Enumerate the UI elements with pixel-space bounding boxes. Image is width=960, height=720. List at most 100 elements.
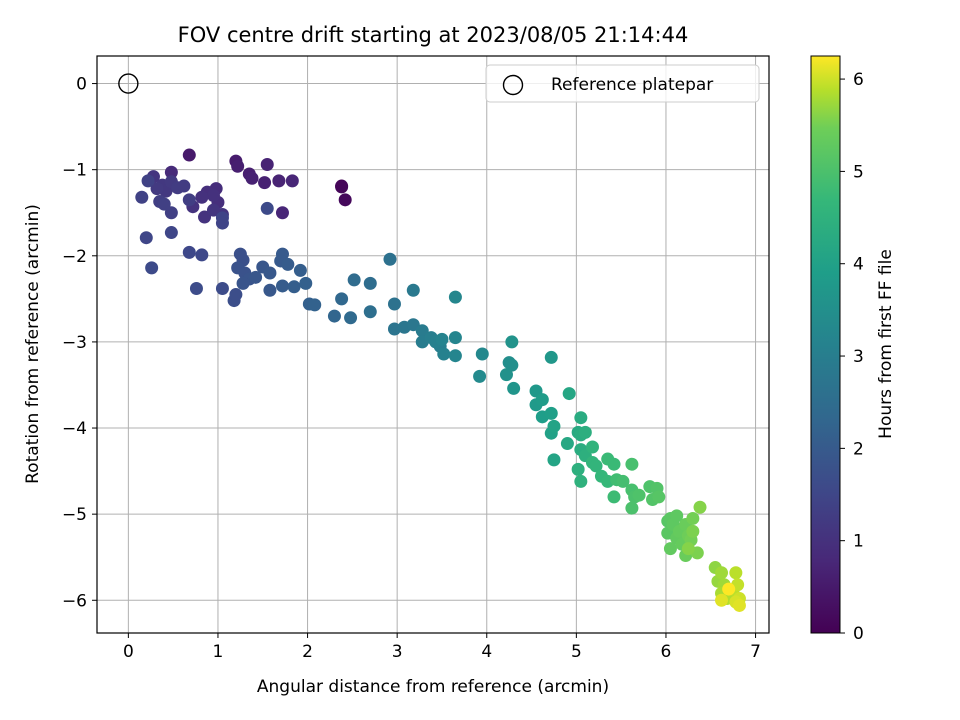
x-tick-label: 4 bbox=[481, 642, 492, 662]
data-point bbox=[206, 189, 220, 203]
data-point bbox=[338, 193, 352, 207]
data-point bbox=[473, 369, 487, 383]
x-tick-label: 2 bbox=[302, 642, 313, 662]
x-tick-label: 3 bbox=[392, 642, 403, 662]
data-point bbox=[260, 158, 274, 172]
data-point bbox=[547, 453, 561, 467]
y-tick-label: −1 bbox=[62, 161, 87, 181]
data-point bbox=[616, 474, 630, 488]
data-point bbox=[505, 358, 519, 372]
data-point bbox=[544, 350, 558, 364]
data-point bbox=[589, 459, 603, 473]
data-point bbox=[435, 332, 449, 346]
data-point bbox=[448, 331, 462, 345]
x-tick-label: 5 bbox=[571, 642, 582, 662]
data-point bbox=[245, 171, 259, 185]
data-point bbox=[236, 276, 250, 290]
data-point bbox=[327, 309, 341, 323]
data-point bbox=[195, 248, 209, 262]
colorbar-tick-label: 3 bbox=[853, 347, 864, 367]
data-point bbox=[437, 347, 451, 361]
data-point bbox=[387, 322, 401, 336]
data-point bbox=[285, 174, 299, 188]
data-point bbox=[189, 282, 203, 296]
data-point bbox=[272, 174, 286, 188]
colorbar: 0 1 2 3 4 5 6 Hours from first FF file bbox=[810, 55, 896, 644]
data-point bbox=[293, 263, 307, 277]
data-point bbox=[607, 490, 621, 504]
data-point bbox=[145, 261, 159, 275]
data-point bbox=[547, 419, 561, 433]
data-points bbox=[135, 148, 746, 612]
colorbar-tick-label: 2 bbox=[853, 439, 864, 459]
y-axis-ticks: 0 −1 −2 −3 −4 −5 −6 bbox=[62, 75, 97, 611]
data-point bbox=[281, 257, 295, 271]
data-point bbox=[632, 488, 646, 502]
chart-title: FOV centre drift starting at 2023/08/05 … bbox=[178, 23, 689, 47]
y-tick-label: −4 bbox=[62, 419, 87, 439]
data-point bbox=[544, 406, 558, 420]
x-axis-ticks: 0 1 2 3 4 5 6 7 bbox=[123, 633, 761, 662]
data-point bbox=[585, 440, 599, 454]
y-tick-label: 0 bbox=[76, 75, 87, 95]
legend-box bbox=[485, 64, 760, 103]
data-point bbox=[681, 542, 695, 556]
x-axis-label: Angular distance from reference (arcmin) bbox=[257, 677, 609, 697]
data-point bbox=[686, 524, 700, 538]
data-point bbox=[729, 566, 743, 580]
data-point bbox=[448, 349, 462, 363]
data-point bbox=[578, 425, 592, 439]
data-point bbox=[308, 298, 322, 312]
data-point bbox=[670, 509, 684, 523]
data-point bbox=[574, 474, 588, 488]
data-point bbox=[260, 201, 274, 215]
data-point bbox=[562, 387, 576, 401]
data-point bbox=[663, 542, 677, 556]
data-point bbox=[335, 180, 349, 194]
data-point bbox=[299, 276, 313, 290]
data-point bbox=[182, 193, 196, 207]
x-tick-label: 6 bbox=[661, 642, 672, 662]
data-point bbox=[475, 347, 489, 361]
data-point bbox=[715, 593, 729, 607]
x-tick-label: 0 bbox=[123, 642, 134, 662]
data-point bbox=[164, 165, 178, 179]
legend-entry-reference: Reference platepar bbox=[551, 75, 713, 95]
data-point bbox=[715, 566, 729, 580]
data-point bbox=[215, 282, 229, 296]
data-point bbox=[258, 176, 272, 190]
data-point bbox=[177, 179, 191, 193]
y-tick-label: −6 bbox=[62, 591, 87, 611]
y-tick-label: −3 bbox=[62, 333, 87, 353]
colorbar-tick-label: 6 bbox=[853, 70, 864, 90]
x-tick-label: 7 bbox=[750, 642, 761, 662]
data-point bbox=[625, 457, 639, 471]
data-point bbox=[263, 283, 277, 297]
data-point bbox=[607, 457, 621, 471]
reference-marker bbox=[118, 73, 139, 94]
y-tick-label: −5 bbox=[62, 505, 87, 525]
x-tick-label: 1 bbox=[213, 642, 224, 662]
data-point bbox=[535, 393, 549, 407]
data-point bbox=[415, 324, 429, 338]
colorbar-tick-label: 0 bbox=[853, 624, 864, 644]
data-point bbox=[335, 292, 349, 306]
data-point bbox=[693, 500, 707, 514]
data-point bbox=[263, 266, 277, 280]
data-point bbox=[275, 206, 289, 220]
data-point bbox=[507, 381, 521, 395]
data-point bbox=[406, 283, 420, 297]
data-point bbox=[249, 270, 263, 284]
plot-frame bbox=[96, 55, 770, 634]
legend: Reference platepar bbox=[485, 64, 760, 103]
colorbar-tick-label: 1 bbox=[853, 532, 864, 552]
data-point bbox=[139, 231, 153, 245]
data-point bbox=[505, 335, 519, 349]
data-point bbox=[164, 206, 178, 220]
data-point bbox=[387, 297, 401, 311]
data-point bbox=[195, 190, 209, 204]
data-point bbox=[157, 197, 171, 211]
data-point bbox=[571, 462, 585, 476]
data-point bbox=[182, 148, 196, 162]
